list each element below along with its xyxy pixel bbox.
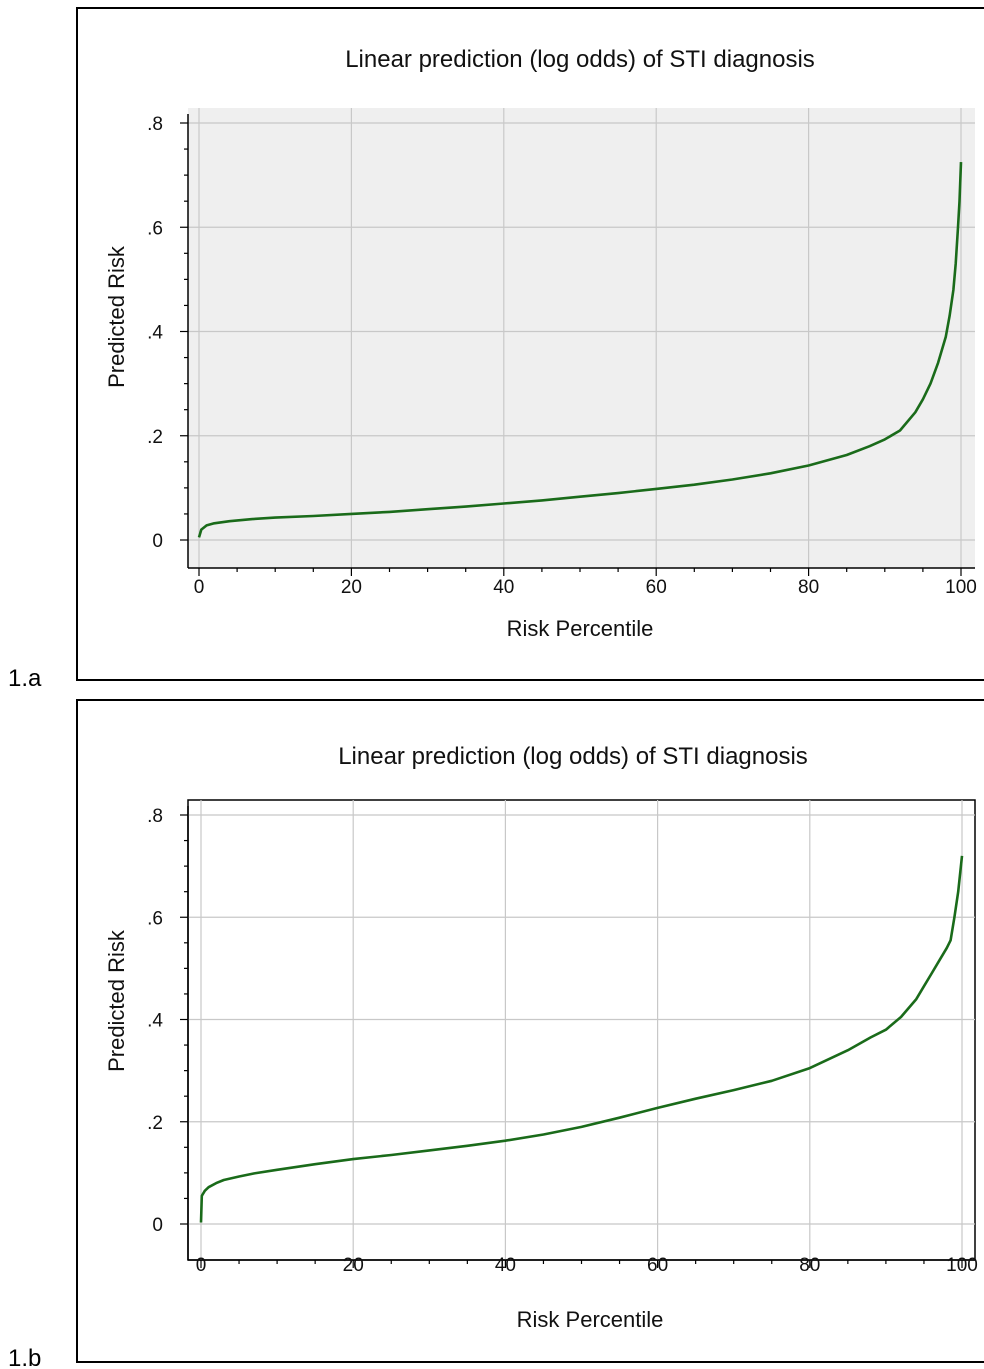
- chart-title: Linear prediction (log odds) of STI diag…: [338, 743, 808, 770]
- x-tick-label: 100: [946, 1255, 978, 1276]
- plot-background: [188, 108, 975, 568]
- x-tick-label: 60: [646, 577, 667, 598]
- panel-label: 1.a: [8, 665, 42, 692]
- x-tick-label: 0: [196, 1255, 207, 1276]
- x-tick-label: 80: [798, 577, 819, 598]
- panel-label: 1.b: [8, 1345, 41, 1369]
- y-tick-label: .8: [147, 806, 163, 827]
- x-axis-label: Risk Percentile: [507, 616, 654, 641]
- y-tick-label: .8: [147, 114, 163, 135]
- plot-area: 0 20 40 60 80 100 0 .2 .4 .6 .8: [147, 108, 977, 598]
- x-tick-label: 40: [495, 1255, 516, 1276]
- y-axis-label: Predicted Risk: [104, 245, 129, 388]
- y-tick-label: .4: [147, 1011, 163, 1032]
- plot-background: [187, 799, 976, 1261]
- x-tick-label: 60: [647, 1255, 668, 1276]
- x-tick-label: 0: [194, 577, 205, 598]
- x-tick-label: 80: [799, 1255, 820, 1276]
- y-axis-label: Predicted Risk: [104, 929, 129, 1072]
- x-tick-label: 20: [343, 1255, 364, 1276]
- y-tick-label: 0: [152, 531, 163, 552]
- panel-1b: 1.b Linear prediction (log odds) of STI …: [8, 699, 984, 1369]
- y-tick-label: .6: [147, 908, 163, 929]
- x-tick-label: 20: [341, 577, 362, 598]
- series-line: [197, 162, 963, 538]
- y-tick-label: .6: [147, 218, 163, 239]
- y-tick-label: 0: [152, 1215, 163, 1236]
- series-line: [199, 855, 964, 1223]
- panel-1a: 1.a Linear prediction (log odds) of STI …: [8, 7, 984, 692]
- x-axis-label: Risk Percentile: [517, 1307, 664, 1332]
- y-tick-label: .2: [147, 1113, 163, 1134]
- chart-title: Linear prediction (log odds) of STI diag…: [345, 46, 815, 73]
- x-tick-label: 100: [945, 577, 977, 598]
- y-tick-label: .4: [147, 323, 163, 344]
- x-tick-label: 40: [493, 577, 514, 598]
- plot-area: 0 20 40 60 80 100 0 .2 .4 .6 .8: [147, 799, 978, 1276]
- y-tick-label: .2: [147, 427, 163, 448]
